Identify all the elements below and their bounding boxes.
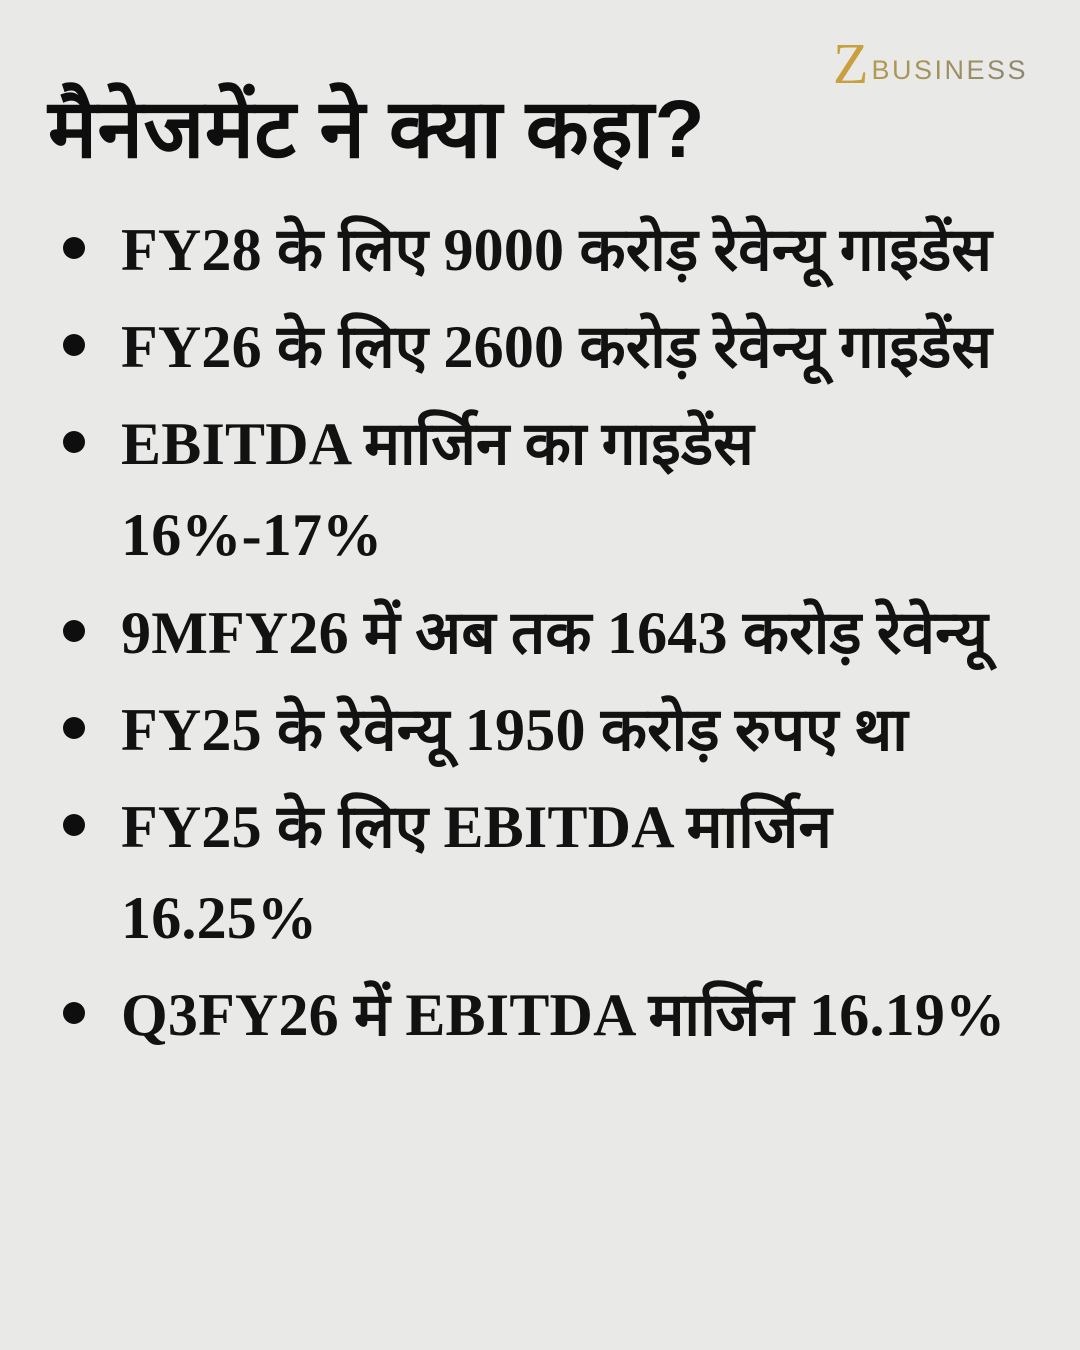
bullet-dot-icon xyxy=(63,333,85,356)
bullet-text: EBITDA मार्जिन का गाइडेंस 16%-17% xyxy=(121,411,754,569)
bullet-dot-icon xyxy=(63,1002,85,1025)
bullet-text: FY25 के रेवेन्यू 1950 करोड़ रुपए था xyxy=(121,696,908,763)
list-item: 9MFY26 में अब तक 1643 करोड़ रेवेन्यू xyxy=(55,588,1022,679)
bullet-text: FY26 के लिए 2600 करोड़ रेवेन्यू गाइडेंस xyxy=(121,313,993,380)
list-item: Q3FY26 में EBITDA मार्जिन 16.19% xyxy=(55,970,1022,1061)
bullet-dot-icon xyxy=(63,431,85,454)
bullet-text: FY28 के लिए 9000 करोड़ रेवेन्यू गाइडेंस xyxy=(121,216,993,283)
bullet-dot-icon xyxy=(63,236,85,259)
list-item: FY26 के लिए 2600 करोड़ रेवेन्यू गाइडेंस xyxy=(55,302,1022,393)
page-title: मैनेजमेंट ने क्या कहा? xyxy=(48,84,706,175)
bullet-text: Q3FY26 में EBITDA मार्जिन 16.19% xyxy=(121,982,1006,1049)
bullet-dot-icon xyxy=(63,619,85,642)
list-item: FY25 के रेवेन्यू 1950 करोड़ रुपए था xyxy=(55,685,1022,776)
zbusiness-logo: Z BUSINESS xyxy=(833,31,1028,96)
bullet-text: 9MFY26 में अब तक 1643 करोड़ रेवेन्यू xyxy=(121,599,989,666)
list-item: EBITDA मार्जिन का गाइडेंस 16%-17% xyxy=(55,399,1022,581)
bullet-list: FY28 के लिए 9000 करोड़ रेवेन्यू गाइडेंस … xyxy=(0,205,1080,1062)
bullet-text: FY25 के लिए EBITDA मार्जिन 16.25% xyxy=(121,793,832,952)
list-item: FY28 के लिए 9000 करोड़ रेवेन्यू गाइडेंस xyxy=(55,205,1022,296)
zbusiness-wordmark: BUSINESS xyxy=(871,54,1028,85)
zbusiness-z-icon: Z xyxy=(833,31,869,96)
bullet-dot-icon xyxy=(63,716,85,739)
list-item: FY25 के लिए EBITDA मार्जिन 16.25% xyxy=(55,782,1022,964)
bullet-dot-icon xyxy=(63,813,85,836)
